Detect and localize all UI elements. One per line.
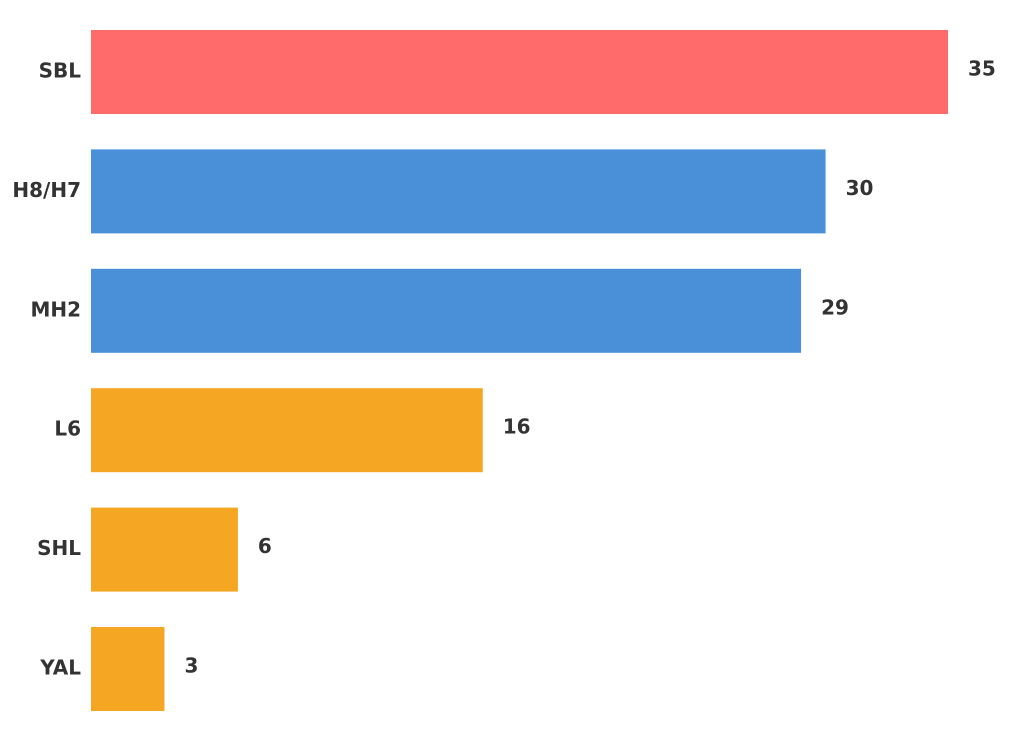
bar-sbl xyxy=(91,30,948,114)
bar-h8-h7 xyxy=(91,149,826,234)
category-label-sbl: SBL xyxy=(39,59,82,83)
bar-shl xyxy=(91,507,238,592)
value-labels-group: 35 30 29 16 6 3 xyxy=(184,57,995,678)
value-label-h8-h7: 30 xyxy=(846,176,874,200)
category-label-yal: YAL xyxy=(39,656,81,680)
category-labels-group: SBL H8/H7 MH2 L6 SHL YAL xyxy=(12,59,81,680)
bar-l6 xyxy=(91,388,483,473)
bar-mh2 xyxy=(91,268,802,353)
value-label-mh2: 29 xyxy=(821,295,849,319)
value-label-l6: 16 xyxy=(503,415,531,439)
bars-group xyxy=(91,30,948,711)
category-label-mh2: MH2 xyxy=(30,297,81,321)
bar-yal xyxy=(91,627,165,711)
category-label-h8-h7: H8/H7 xyxy=(12,178,81,202)
value-label-shl: 6 xyxy=(258,534,272,558)
category-label-shl: SHL xyxy=(37,536,81,560)
value-label-sbl: 35 xyxy=(968,57,996,81)
category-label-l6: L6 xyxy=(54,417,81,441)
value-label-yal: 3 xyxy=(184,654,198,678)
